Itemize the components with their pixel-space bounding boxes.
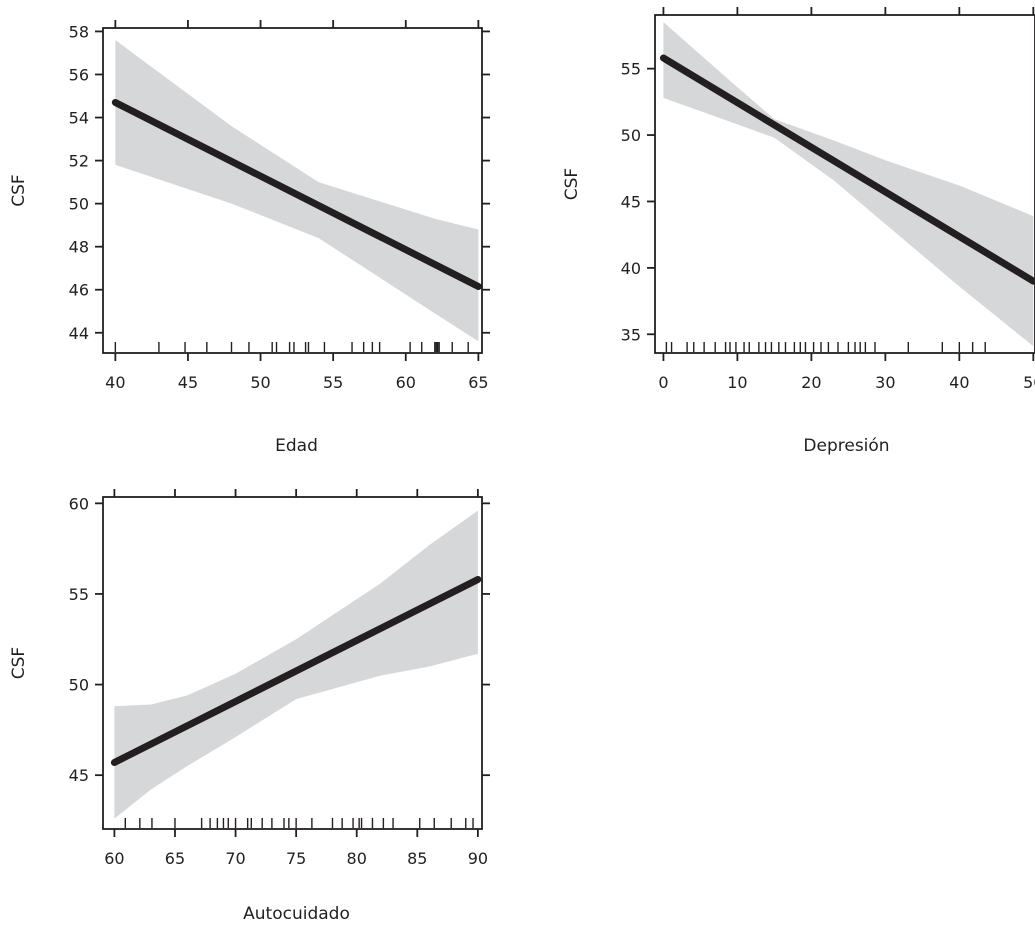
x-tick-label: 45	[178, 373, 198, 392]
plot-frame	[102, 27, 483, 354]
x-tick-label: 10	[727, 373, 747, 392]
y-tick-label: 50	[621, 126, 641, 145]
y-tick-label: 40	[621, 259, 641, 278]
y-tick-label: 50	[69, 676, 89, 695]
y-tick-label: 45	[69, 766, 89, 785]
plot-frame	[102, 496, 483, 830]
x-tick-label: 80	[347, 849, 367, 868]
y-tick-label: 44	[69, 324, 89, 343]
y-tick-label: 60	[69, 494, 89, 513]
panel-3: 60 65 70 75 80 85 90 45 50 55 60 Autocuidado CSF	[9, 489, 490, 924]
y-tick-label: 48	[69, 238, 89, 257]
x-tick-label: 70	[225, 849, 245, 868]
panel-2: 0 10 20 30 40 50 35 40 45 50 55 Depresión CSF	[562, 7, 1035, 456]
plot-frame	[654, 14, 1035, 354]
x-tick-label: 90	[468, 849, 488, 868]
x-tick-label: 65	[165, 849, 185, 868]
panel-1: 40 45 50 55 60 65 44 46 48 50 52 54 56 58 Edad CSF	[9, 20, 490, 456]
x-tick-label: 40	[105, 373, 125, 392]
y-axis-label: CSF	[9, 174, 29, 206]
x-axis-label: Edad	[275, 436, 318, 456]
x-axis-label: Depresión	[803, 436, 889, 456]
y-tick-label: 55	[69, 585, 89, 604]
fit-line	[110, 575, 482, 766]
fit-line	[111, 98, 482, 290]
x-tick-label: 30	[875, 373, 895, 392]
x-tick-label: 50	[1023, 373, 1035, 392]
y-axis-label: CSF	[9, 647, 29, 679]
y-tick-label: 46	[69, 281, 89, 300]
confidence-band	[663, 22, 1034, 347]
y-tick-label: 56	[69, 65, 89, 84]
x-tick-label: 85	[407, 849, 427, 868]
confidence-band	[114, 510, 478, 819]
x-tick-label: 75	[286, 849, 306, 868]
x-tick-label: 60	[104, 849, 124, 868]
x-axis-label: Autocuidado	[243, 904, 350, 924]
x-tick-label: 55	[323, 373, 343, 392]
y-tick-label: 54	[69, 109, 89, 128]
x-tick-label: 0	[658, 373, 668, 392]
x-tick-label: 60	[396, 373, 416, 392]
x-tick-label: 20	[801, 373, 821, 392]
y-tick-label: 45	[621, 192, 641, 211]
y-axis-label: CSF	[562, 168, 582, 200]
x-tick-label: 40	[949, 373, 969, 392]
y-tick-label: 35	[621, 325, 641, 344]
y-tick-label: 58	[69, 22, 89, 41]
y-tick-label: 50	[69, 195, 89, 214]
y-tick-label: 55	[621, 60, 641, 79]
x-tick-label: 50	[250, 373, 270, 392]
x-tick-label: 65	[468, 373, 488, 392]
fit-line	[659, 54, 1035, 285]
y-tick-label: 52	[69, 152, 89, 171]
